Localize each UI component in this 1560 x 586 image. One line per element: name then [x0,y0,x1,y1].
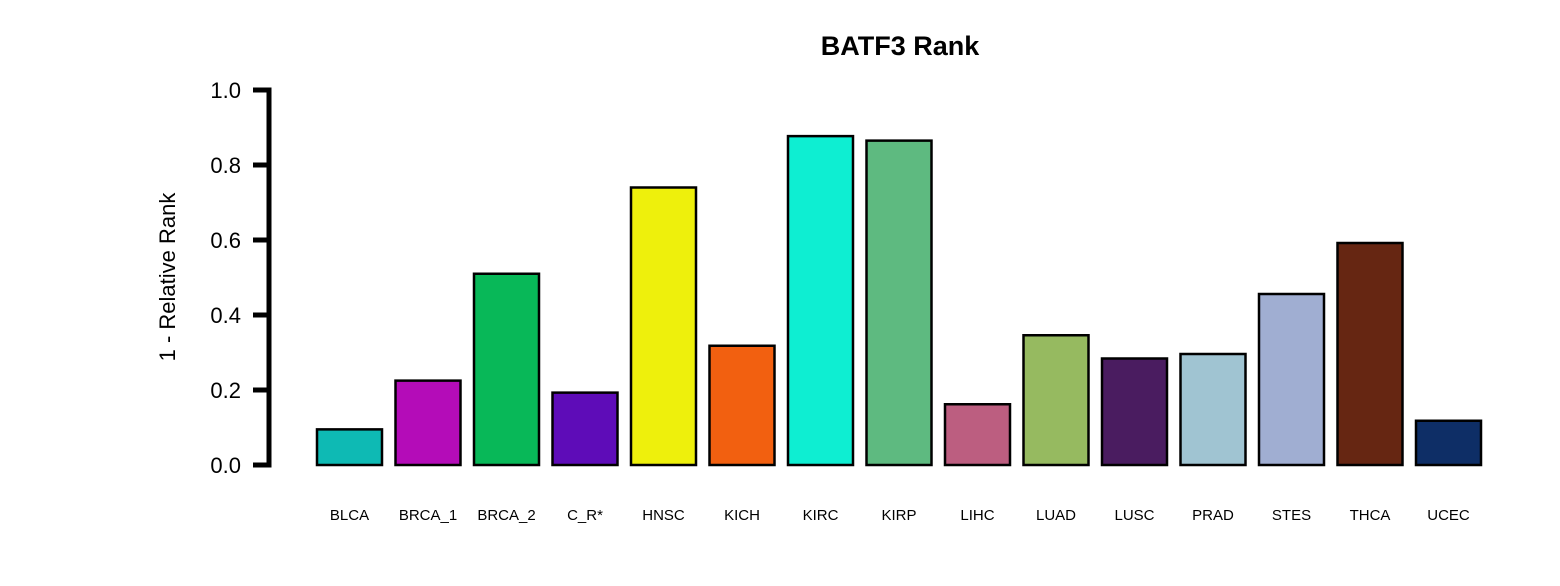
bar-kirc [786,134,855,467]
x-tick-label: KIRP [881,507,916,524]
bars-group [315,134,1483,467]
bar-thca [1336,241,1404,467]
y-axis-label: 1 - Relative Rank [155,192,180,362]
y-tick-label: 1.0 [210,78,241,103]
x-tick-label: PRAD [1192,507,1234,524]
x-tick-label: UCEC [1427,507,1470,524]
bar-c-r [551,391,619,467]
chart-title: BATF3 Rank [821,31,981,61]
x-tick-label: LUSC [1114,507,1154,524]
x-tick-label: BRCA_2 [477,507,535,524]
x-tick-label: LUAD [1036,507,1076,524]
bar-blca [315,428,384,467]
x-tick-label: LIHC [960,507,994,524]
x-tick-labels: BLCA BRCA_1 BRCA_2 C_R* HNSC KICH KIRC KIRP LIHC… [330,507,1470,524]
y-tick-label: 0.2 [210,378,241,403]
x-tick-label: BLCA [330,507,369,524]
bar-kich [708,344,776,467]
bar-brca-2 [472,272,541,467]
bar-lusc [1100,357,1169,467]
bar-lihc [943,403,1012,467]
bar-ucec [1414,419,1483,467]
x-tick-label: KICH [724,507,760,524]
bar-brca-1 [394,379,462,467]
x-tick-label: BRCA_1 [399,507,457,524]
y-axis: 0.0 0.2 0.4 0.6 0.8 1.0 [210,78,272,478]
bar-stes [1257,292,1326,467]
x-tick-label: HNSC [642,507,685,524]
y-tick-label: 0.0 [210,453,241,478]
y-tick-label: 0.8 [210,153,241,178]
x-tick-label: STES [1272,507,1311,524]
x-tick-label: C_R* [567,507,603,524]
y-tick-label: 0.4 [210,303,241,328]
bar-prad [1179,352,1247,467]
x-tick-label: THCA [1350,507,1391,524]
x-tick-label: KIRC [803,507,839,524]
bar-luad [1022,334,1090,467]
y-tick-label: 0.6 [210,228,241,253]
bar-hnsc [629,186,698,467]
bar-kirp [865,139,933,467]
